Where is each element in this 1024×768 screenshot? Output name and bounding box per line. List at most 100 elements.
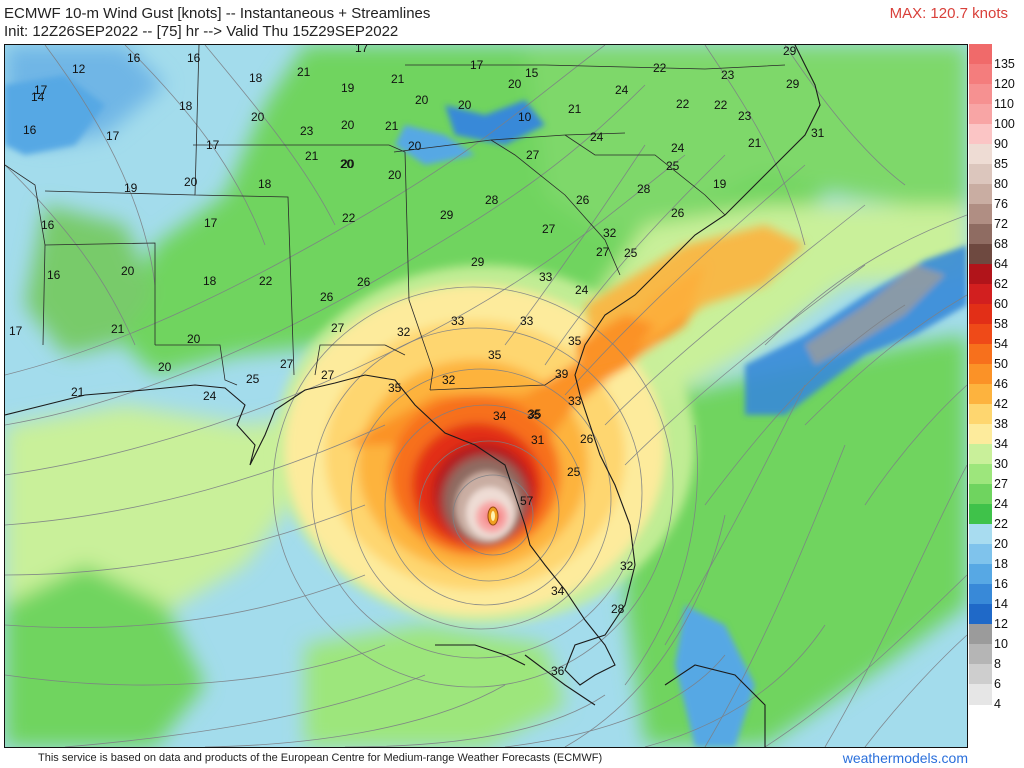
gust-value: 19 xyxy=(124,181,138,195)
gust-value: 32 xyxy=(397,325,411,339)
gust-value: 16 xyxy=(127,51,141,65)
gust-value: 21 xyxy=(568,102,582,116)
gust-value: 57 xyxy=(520,494,534,508)
gust-value: 12 xyxy=(72,62,86,76)
gust-labels: 12 16 16 17 17 15 22 23 29 14 18 18 21 1… xyxy=(9,45,825,678)
gust-value: 18 xyxy=(249,71,263,85)
legend-label: 16 xyxy=(994,577,1008,591)
legend-label: 18 xyxy=(994,557,1008,571)
gust-value: 35 xyxy=(528,407,542,421)
gust-value: 35 xyxy=(527,408,541,422)
color-swatch xyxy=(969,484,992,505)
gust-value: 29 xyxy=(786,77,800,91)
legend-label: 24 xyxy=(994,497,1008,511)
gust-value: 15 xyxy=(525,66,539,80)
gust-value: 32 xyxy=(603,226,617,240)
legend-label: 64 xyxy=(994,257,1008,271)
gust-value: 26 xyxy=(671,206,685,220)
brand-link[interactable]: weathermodels.com xyxy=(842,750,968,766)
color-swatch xyxy=(969,124,992,145)
legend-label: 20 xyxy=(994,537,1008,551)
gust-value: 28 xyxy=(611,602,625,616)
legend-label: 76 xyxy=(994,197,1008,211)
color-swatch xyxy=(969,184,992,205)
gust-value: 26 xyxy=(357,275,371,289)
color-swatch xyxy=(969,684,992,705)
legend-label: 72 xyxy=(994,217,1008,231)
color-swatch xyxy=(969,424,992,445)
gust-value: 22 xyxy=(714,98,728,112)
legend-label: 4 xyxy=(994,697,1001,711)
coastlines xyxy=(5,45,821,747)
gust-value: 20 xyxy=(508,77,522,91)
color-swatch xyxy=(969,304,992,325)
legend-label: 46 xyxy=(994,377,1008,391)
gust-value: 17 xyxy=(470,58,484,72)
gust-value: 14 xyxy=(31,90,45,104)
streamlines xyxy=(5,45,967,747)
gust-value: 27 xyxy=(280,357,294,371)
color-swatch xyxy=(969,384,992,405)
legend-label: 120 xyxy=(994,77,1015,91)
gust-value: 28 xyxy=(485,193,499,207)
color-swatch xyxy=(969,104,992,125)
legend-label: 38 xyxy=(994,417,1008,431)
gust-value: 10 xyxy=(518,110,532,124)
gust-value: 18 xyxy=(258,177,272,191)
legend-label: 8 xyxy=(994,657,1001,671)
gust-value: 33 xyxy=(451,314,465,328)
legend-label: 27 xyxy=(994,477,1008,491)
color-swatch xyxy=(969,664,992,685)
color-swatch xyxy=(969,164,992,185)
legend-label: 34 xyxy=(994,437,1008,451)
gust-value: 31 xyxy=(811,126,825,140)
gust-value: 25 xyxy=(567,465,581,479)
map-title: ECMWF 10-m Wind Gust [knots] -- Instanta… xyxy=(4,5,431,22)
color-scale xyxy=(969,44,992,712)
color-swatch xyxy=(969,144,992,165)
gust-value: 19 xyxy=(341,81,355,95)
color-swatch xyxy=(969,224,992,245)
gust-value: 24 xyxy=(203,389,217,403)
gust-value: 21 xyxy=(305,149,319,163)
map-subtitle: Init: 12Z26SEP2022 -- [75] hr --> Valid … xyxy=(4,23,399,40)
color-swatch xyxy=(969,84,992,105)
color-swatch xyxy=(969,64,992,85)
gust-value: 24 xyxy=(590,130,604,144)
gust-value: 33 xyxy=(568,394,582,408)
color-swatch xyxy=(969,544,992,565)
gust-value: 28 xyxy=(637,182,651,196)
gust-value: 20 xyxy=(341,118,355,132)
gust-value: 25 xyxy=(624,246,638,260)
gust-value: 17 xyxy=(106,129,120,143)
gust-value: 21 xyxy=(111,322,125,336)
gust-value: 21 xyxy=(385,119,399,133)
legend-label: 58 xyxy=(994,317,1008,331)
gust-value: 17 xyxy=(206,138,220,152)
gust-value: 35 xyxy=(568,334,582,348)
gust-value: 22 xyxy=(653,61,667,75)
gust-value: 34 xyxy=(551,584,565,598)
gust-value: 20 xyxy=(458,98,472,112)
gust-value: 27 xyxy=(526,148,540,162)
color-swatch xyxy=(969,444,992,465)
color-swatch xyxy=(969,564,992,585)
gust-value: 22 xyxy=(259,274,273,288)
color-swatch xyxy=(969,204,992,225)
legend-label: 6 xyxy=(994,677,1001,691)
gust-value: 17 xyxy=(355,45,369,55)
gust-value: 17 xyxy=(204,216,218,230)
legend-label: 14 xyxy=(994,597,1008,611)
color-swatch xyxy=(969,504,992,525)
gust-value: 21 xyxy=(391,72,405,86)
legend-label: 54 xyxy=(994,337,1008,351)
legend-label: 42 xyxy=(994,397,1008,411)
gust-value: 21 xyxy=(71,385,85,399)
gust-value: 29 xyxy=(783,45,797,58)
gust-value: 31 xyxy=(531,433,545,447)
gust-value: 16 xyxy=(23,123,37,137)
wind-gust-map[interactable]: 12 16 16 17 17 15 22 23 29 14 18 18 21 1… xyxy=(4,44,968,748)
legend-label: 85 xyxy=(994,157,1008,171)
gust-value: 27 xyxy=(321,368,335,382)
gust-value: 24 xyxy=(671,141,685,155)
